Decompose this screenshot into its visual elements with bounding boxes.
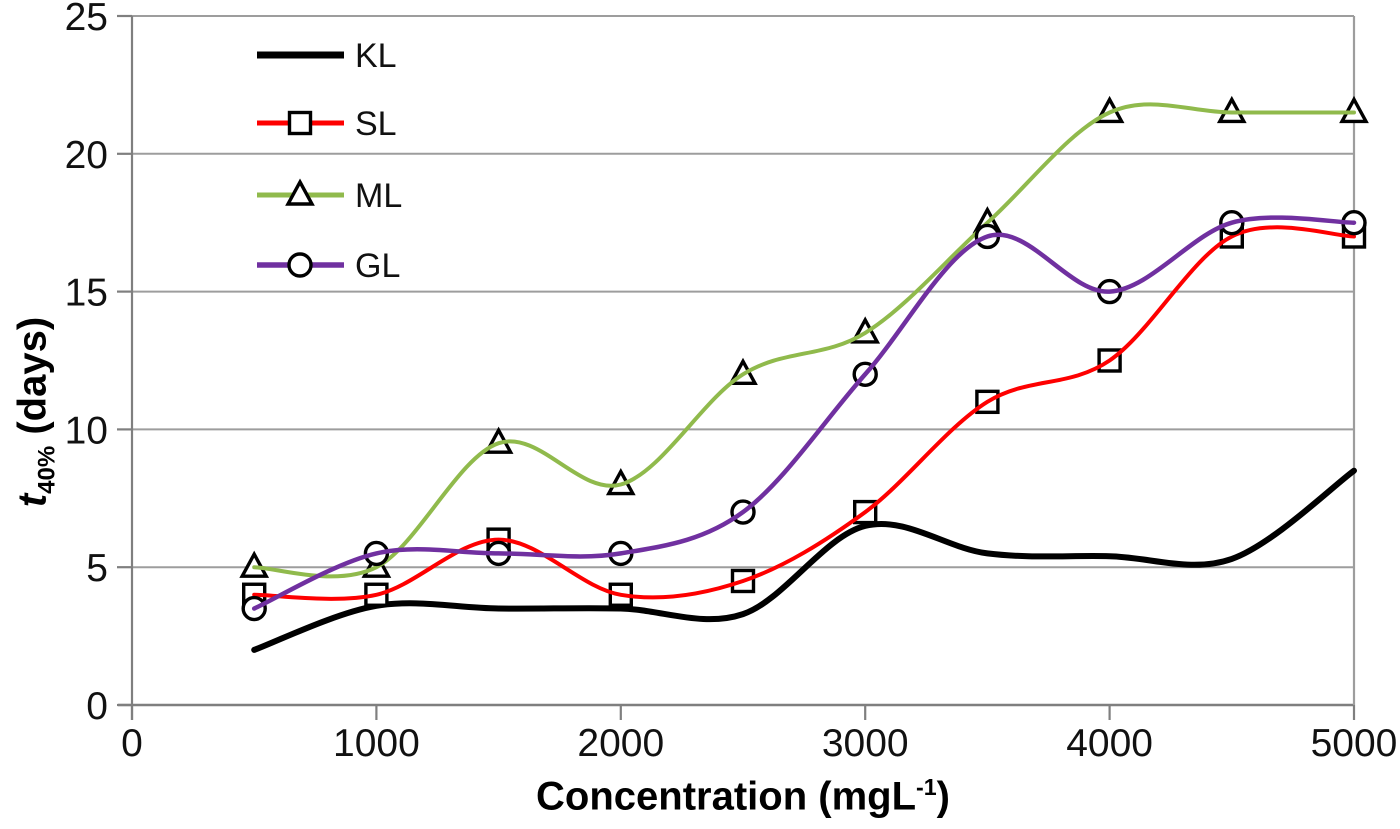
legend-label-ML: ML (355, 177, 402, 215)
series-line-ML (252, 102, 1356, 579)
y-tick-label: 25 (65, 0, 108, 39)
y-axis-title: t40% (days) (11, 317, 62, 507)
y-tick-label: 5 (86, 547, 108, 590)
y-axis-title-subscript: 40% (33, 445, 61, 494)
x-axis-title-superscript: -1 (916, 774, 937, 800)
legend-label-GL: GL (355, 247, 400, 285)
marker-square (287, 110, 313, 136)
y-axis-title-variable: t (10, 493, 55, 508)
x-tick-label: 4000 (1066, 722, 1153, 765)
marker-triangle (1339, 95, 1369, 124)
legend-label-KL: KL (355, 37, 397, 75)
series-line-SL (252, 225, 1356, 601)
x-axis-title: Concentration (mgL-1) (536, 774, 950, 819)
y-tick-label: 15 (65, 272, 108, 315)
y-tick-label: 10 (65, 409, 108, 452)
x-tick-label: 1000 (333, 722, 420, 765)
y-axis-title-units: (days) (10, 316, 55, 446)
marker-triangle (239, 550, 270, 578)
x-tick-label: 3000 (822, 722, 909, 765)
legend-label-SL: SL (355, 105, 397, 143)
series-line-KL (251, 467, 1357, 653)
x-tick-label: 5000 (1311, 722, 1398, 765)
x-tick-label: 0 (121, 722, 143, 765)
y-tick-label: 0 (86, 685, 108, 728)
series-line-GL (251, 215, 1357, 611)
x-axis-title-text: Concentration (mgL (536, 774, 917, 819)
x-tick-label: 2000 (577, 722, 664, 765)
x-axis-title-close: ) (936, 774, 950, 819)
marker-circle (287, 252, 313, 278)
marker-triangle (285, 178, 315, 206)
y-tick-label: 20 (65, 134, 108, 177)
